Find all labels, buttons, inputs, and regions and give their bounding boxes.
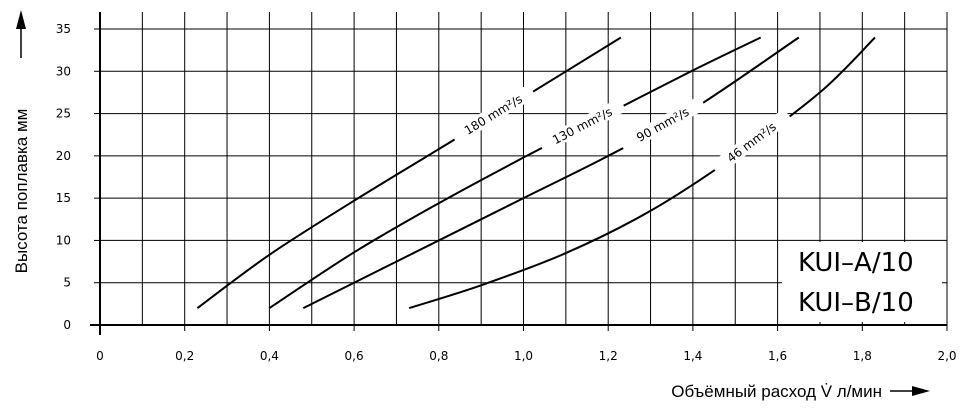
y-axis-title: Высота поплавка мм xyxy=(12,109,31,274)
x-tick-label: 0 xyxy=(96,349,104,363)
x-tick-label: 0,8 xyxy=(429,349,448,363)
series-label-90: 90 mm²/s xyxy=(634,105,691,145)
axes xyxy=(16,10,947,396)
model-label-a: KUI–A/10 xyxy=(798,248,914,278)
x-axis-arrow-head xyxy=(912,386,930,396)
y-tick-label: 25 xyxy=(56,107,71,121)
x-tick-label: 2,0 xyxy=(937,349,956,363)
x-tick-label: 1,6 xyxy=(768,349,787,363)
grid xyxy=(100,12,948,325)
series-label-46: 46 mm²/s xyxy=(724,120,778,166)
x-tick-label: 1,0 xyxy=(514,349,533,363)
y-tick-label: 20 xyxy=(56,149,71,163)
series-line-46 xyxy=(408,36,876,310)
y-tick-label: 0 xyxy=(63,318,71,332)
model-box: KUI–A/10 KUI–B/10 xyxy=(782,242,942,322)
series-label-background xyxy=(709,108,793,176)
y-tick-label: 35 xyxy=(56,22,71,36)
series-labels: 180 mm²/s 130 mm²/s 90 mm²/s 46 mm²/s xyxy=(449,84,793,176)
series-label-group: 130 mm²/s xyxy=(537,97,627,154)
series-label-group: 46 mm²/s xyxy=(709,108,793,176)
x-tick-labels: 0 0,2 0,4 0,6 0,8 1,0 1,2 1,4 1,6 1,8 2,0 xyxy=(96,325,957,363)
y-axis-arrow-head xyxy=(16,10,26,29)
x-tick-label: 1,4 xyxy=(683,349,702,363)
y-tick-label: 10 xyxy=(56,233,71,247)
x-axis-title: Объёмный расход V̇ л/мин xyxy=(671,382,882,401)
y-tick-label: 30 xyxy=(56,64,71,78)
y-tick-label: 5 xyxy=(63,276,71,290)
series-label-180: 180 mm²/s xyxy=(462,92,525,138)
x-tick-label: 1,8 xyxy=(853,349,872,363)
model-box-background xyxy=(782,242,942,322)
model-label-b: KUI–B/10 xyxy=(798,288,914,318)
series-label-130: 130 mm²/s xyxy=(550,105,614,147)
series-line-90 xyxy=(302,36,800,309)
series-line-130 xyxy=(268,36,762,309)
x-tick-label: 0,4 xyxy=(260,349,279,363)
series-label-background xyxy=(449,84,537,145)
series-label-background xyxy=(618,95,707,154)
x-tick-label: 1,2 xyxy=(599,349,618,363)
series-label-background xyxy=(537,97,627,154)
x-tick-label: 0,6 xyxy=(345,349,364,363)
series-line-180 xyxy=(196,36,622,309)
y-tick-label: 15 xyxy=(56,191,71,205)
y-tick-labels: 0 5 10 15 20 25 30 35 xyxy=(56,22,100,332)
series-group xyxy=(196,36,876,310)
x-tick-label: 0,2 xyxy=(175,349,194,363)
